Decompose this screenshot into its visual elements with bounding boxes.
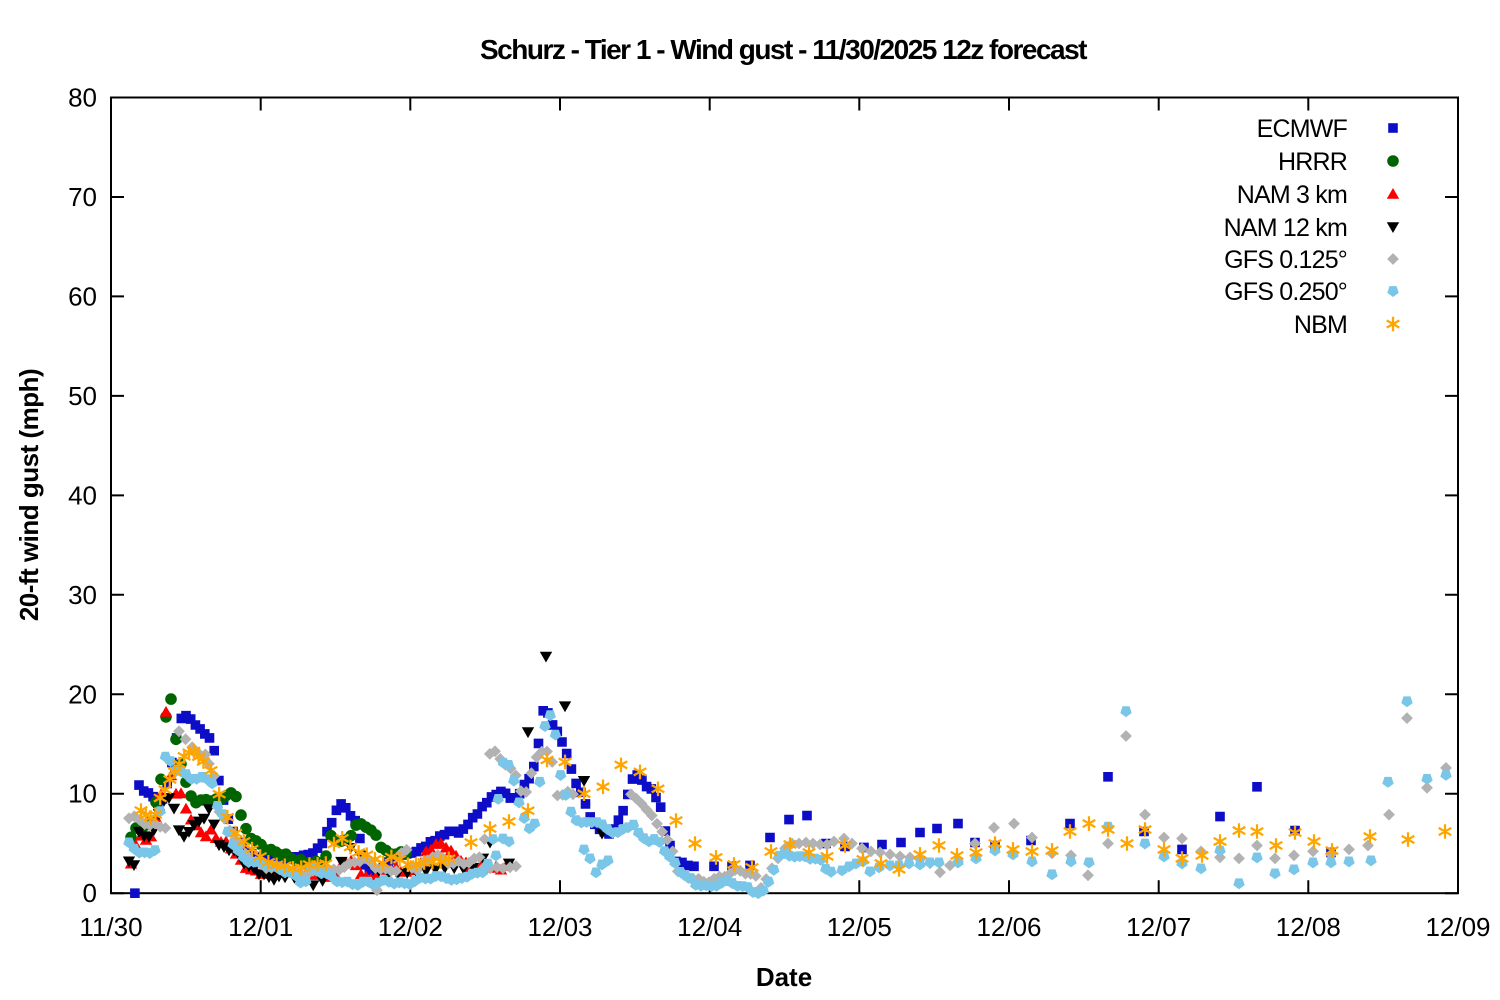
svg-text:12/07: 12/07 [1126, 912, 1191, 942]
svg-text:11/30: 11/30 [79, 912, 142, 942]
svg-text:Schurz - Tier 1 - Wind gust -: Schurz - Tier 1 - Wind gust - 11/30/2025… [480, 34, 1087, 65]
svg-text:30: 30 [68, 580, 97, 610]
svg-text:70: 70 [68, 182, 97, 212]
svg-text:NBM: NBM [1294, 311, 1347, 339]
svg-text:10: 10 [68, 779, 97, 809]
svg-text:12/01: 12/01 [228, 912, 293, 942]
svg-text:80: 80 [68, 83, 97, 113]
svg-text:50: 50 [68, 381, 97, 411]
svg-text:12/08: 12/08 [1276, 912, 1341, 942]
svg-text:0: 0 [83, 878, 97, 908]
svg-text:12/05: 12/05 [827, 912, 892, 942]
svg-text:12/02: 12/02 [378, 912, 443, 942]
svg-text:12/09: 12/09 [1425, 912, 1490, 942]
svg-text:20: 20 [68, 679, 97, 709]
svg-text:ECMWF: ECMWF [1257, 115, 1348, 143]
svg-text:GFS 0.250°: GFS 0.250° [1224, 278, 1347, 306]
svg-text:12/06: 12/06 [976, 912, 1041, 942]
svg-text:12/03: 12/03 [527, 912, 592, 942]
svg-text:NAM 3 km: NAM 3 km [1237, 181, 1347, 209]
svg-text:12/04: 12/04 [677, 912, 742, 942]
svg-text:HRRR: HRRR [1278, 148, 1347, 176]
svg-text:Date: Date [756, 962, 812, 992]
svg-text:60: 60 [68, 281, 97, 311]
svg-text:GFS 0.125°: GFS 0.125° [1224, 246, 1347, 274]
svg-text:20-ft wind gust (mph): 20-ft wind gust (mph) [14, 369, 44, 621]
svg-text:40: 40 [68, 480, 97, 510]
svg-text:NAM 12 km: NAM 12 km [1224, 214, 1347, 242]
